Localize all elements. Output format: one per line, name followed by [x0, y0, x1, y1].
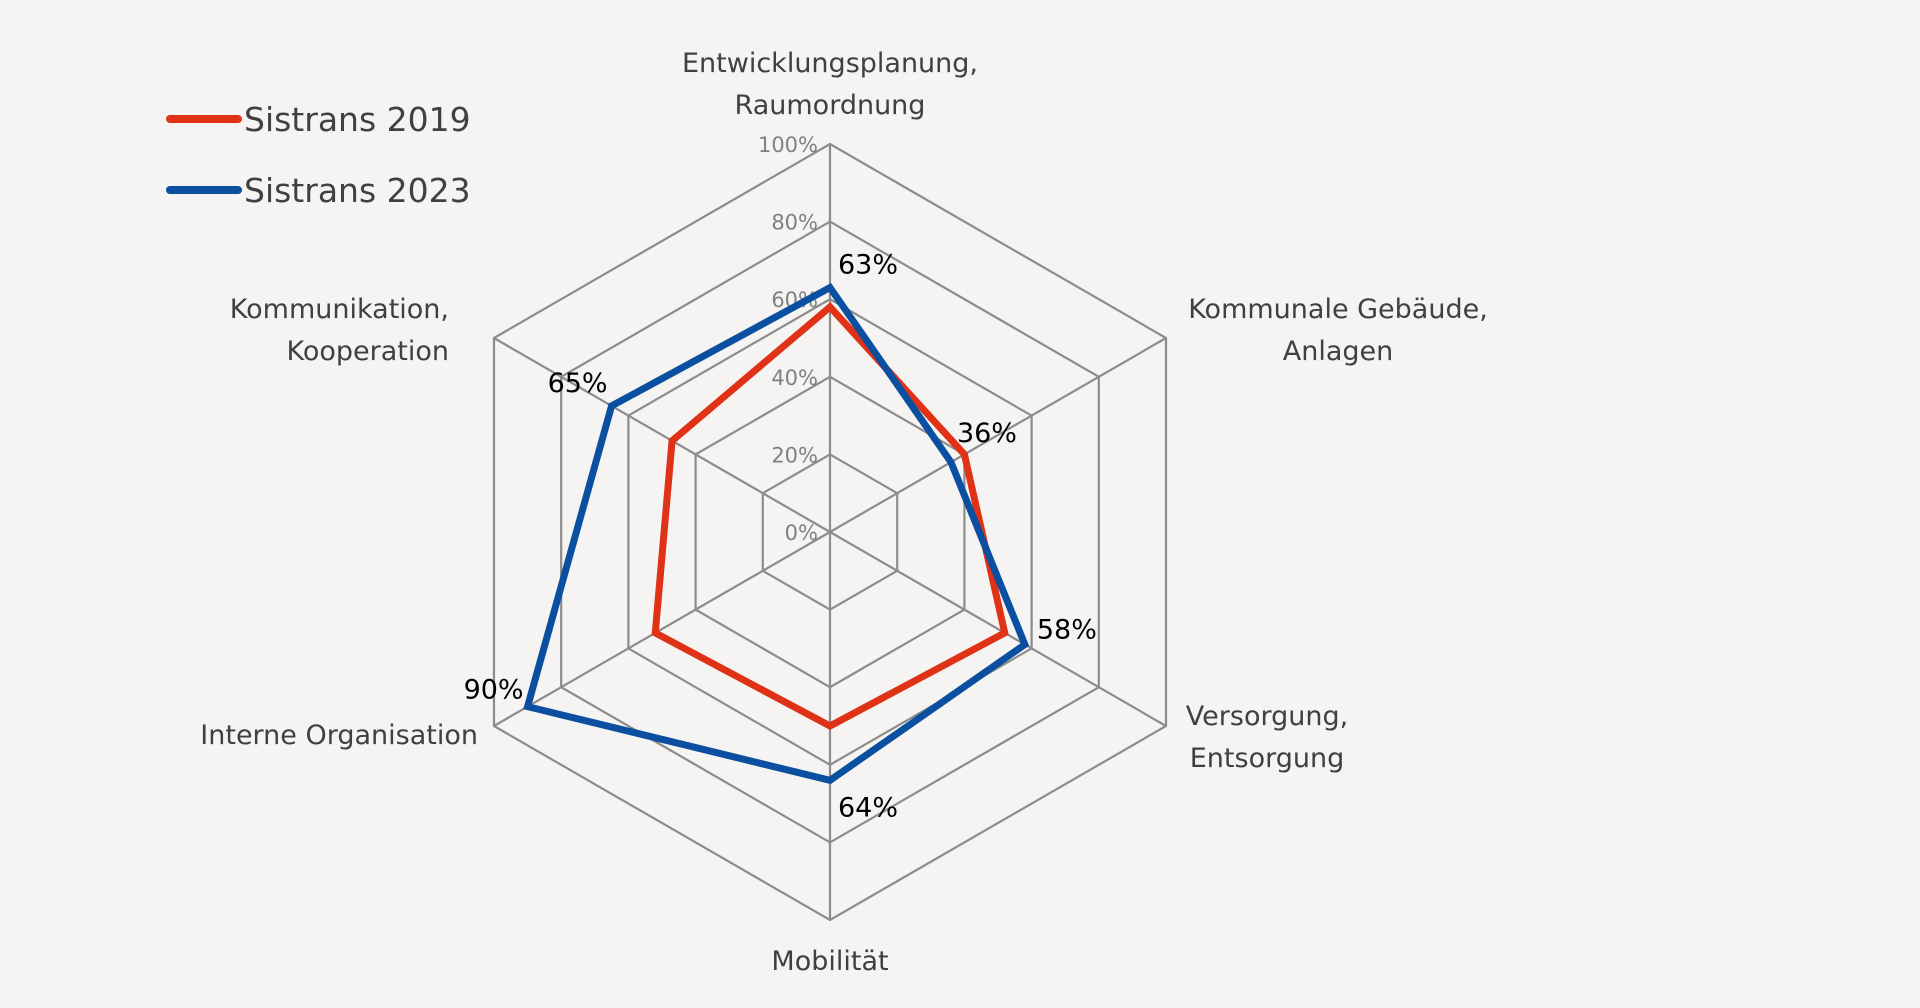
- axis-label-kommunale-gebäude-anlagen: Kommunale Gebäude, Anlagen: [1188, 294, 1488, 367]
- data-labels: 63% 36% 58% 64% 90% 65%: [464, 250, 1097, 824]
- axis-label-versorgung-entsorgung: Versorgung, Entsorgung: [1186, 701, 1348, 774]
- axis-label-interne-organisation: Interne Organisation: [200, 720, 478, 751]
- legend-label-2023: Sistrans 2023: [244, 171, 471, 210]
- axis-label-mobilität: Mobilität: [771, 946, 888, 977]
- axis-label-line: Kooperation: [286, 336, 449, 367]
- axis-label-line: Raumordnung: [735, 90, 926, 121]
- tick-label-0: 0%: [785, 521, 818, 545]
- data-label-sistrans-2023-2: 58%: [1037, 615, 1097, 646]
- tick-label-40: 40%: [771, 366, 818, 390]
- tick-label-20: 20%: [771, 443, 818, 467]
- axis-label-line: Kommunikation,: [230, 294, 449, 325]
- axis-labels: Entwicklungsplanung, Raumordnung Kommunale…: [200, 48, 1488, 977]
- data-label-sistrans-2023-4: 90%: [464, 675, 524, 706]
- grid-layer: [492, 142, 1168, 922]
- data-label-sistrans-2023-1: 36%: [957, 418, 1017, 449]
- spoke-kommunale-gebäude-anlagen: [829, 337, 1167, 533]
- tick-label-80: 80%: [771, 211, 818, 235]
- axis-label-line: Entwicklungsplanung,: [682, 48, 978, 79]
- tick-label-100: 100%: [758, 133, 818, 157]
- legend-label-2019: Sistrans 2019: [244, 100, 471, 139]
- axis-label-line: Interne Organisation: [200, 720, 478, 751]
- data-label-sistrans-2023-5: 65%: [548, 368, 608, 399]
- series-layer: [523, 282, 1030, 785]
- axis-label-line: Versorgung,: [1186, 701, 1348, 732]
- axis-label-kommunikation-kooperation: Kommunikation, Kooperation: [230, 294, 449, 367]
- spoke-versorgung-entsorgung: [829, 531, 1167, 727]
- spoke-kommunikation-kooperation: [493, 337, 831, 533]
- legend-item-2019[interactable]: Sistrans 2019: [166, 100, 471, 139]
- axis-label-line: Mobilität: [771, 946, 888, 977]
- data-label-sistrans-2023-0: 63%: [838, 250, 898, 281]
- legend: Sistrans 2019 Sistrans 2023: [166, 100, 471, 210]
- axis-label-line: Kommunale Gebäude,: [1188, 294, 1488, 325]
- data-label-sistrans-2023-3: 64%: [838, 792, 898, 823]
- spoke-interne-organisation: [493, 531, 831, 727]
- series-sistrans-2023: [523, 282, 1030, 785]
- legend-item-2023[interactable]: Sistrans 2023: [166, 171, 471, 210]
- axis-label-line: Entsorgung: [1190, 743, 1344, 774]
- axis-label-line: Anlagen: [1283, 336, 1394, 367]
- axis-label-entwicklungsplanung-raumordnung: Entwicklungsplanung, Raumordnung: [682, 48, 978, 121]
